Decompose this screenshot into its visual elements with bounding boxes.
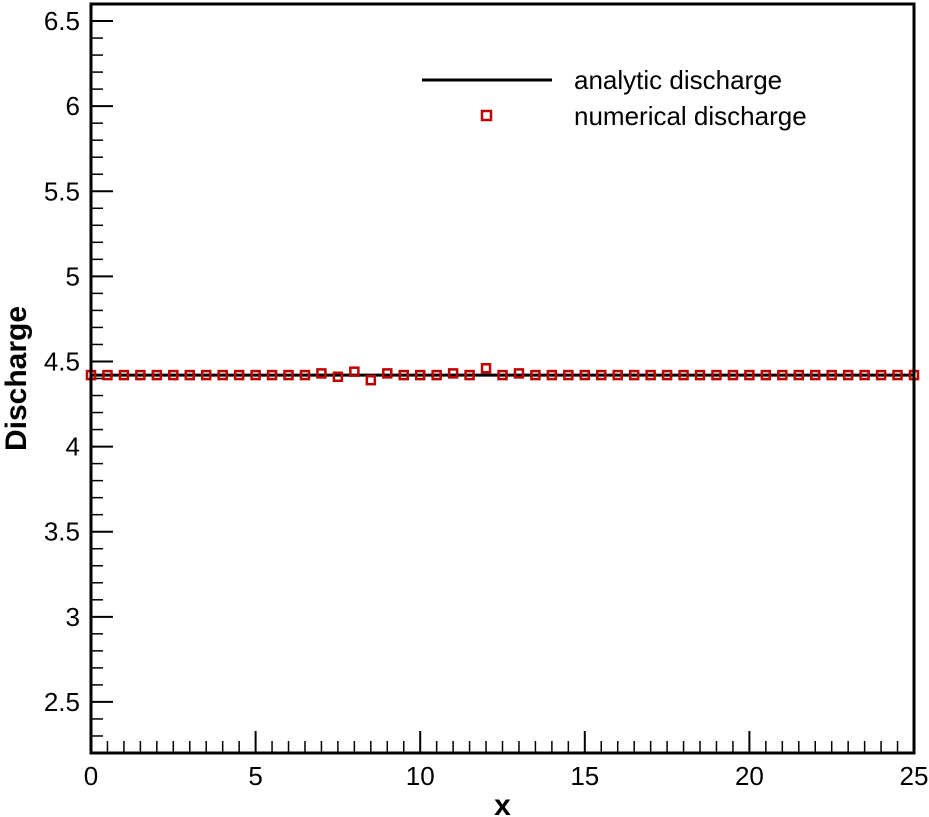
- numerical-discharge-point: [513, 368, 525, 379]
- y-tick-label: 6: [66, 91, 80, 121]
- numerical-discharge-point: [184, 369, 196, 381]
- numerical-discharge-point: [480, 363, 492, 374]
- numerical-discharge-point: [200, 369, 212, 381]
- numerical-discharge-point: [316, 368, 327, 379]
- numerical-discharge-point: [349, 366, 360, 377]
- numerical-discharge-point: [661, 369, 673, 381]
- numerical-discharge-point: [431, 369, 442, 381]
- plot-series: [85, 363, 920, 386]
- x-tick-labels: 0 5 10 15 20 25: [84, 761, 929, 791]
- y-tick-label: 3.5: [44, 517, 80, 547]
- numerical-discharge-point: [628, 369, 640, 381]
- numerical-discharge-point: [809, 369, 821, 381]
- numerical-discharge-point: [414, 369, 426, 381]
- numerical-discharge-point: [892, 369, 903, 381]
- numerical-discharge-point: [299, 369, 311, 381]
- numerical-discharge-point: [250, 369, 261, 381]
- numerical-discharge-point: [118, 369, 130, 381]
- numerical-discharge-point: [563, 369, 574, 381]
- numerical-discharge-point: [612, 369, 623, 381]
- numerical-discharge-point: [332, 371, 344, 383]
- y-tick-label: 4.5: [44, 346, 80, 376]
- y-tick-label: 4: [66, 432, 80, 462]
- numerical-discharge-point: [497, 369, 508, 381]
- x-tick-label: 25: [900, 761, 929, 791]
- numerical-discharge-point: [744, 369, 755, 381]
- numerical-discharge-point: [875, 369, 887, 381]
- numerical-discharge-point: [678, 369, 689, 381]
- numerical-discharge-point: [283, 369, 294, 381]
- legend-analytic-label: analytic discharge: [574, 65, 782, 95]
- numerical-discharge-point: [793, 369, 805, 381]
- x-tick-label: 15: [570, 761, 599, 791]
- numerical-discharge-point: [102, 369, 113, 381]
- numerical-discharge-point: [398, 369, 409, 381]
- y-tick-label: 5.5: [44, 176, 80, 206]
- y-tick-label: 6.5: [44, 6, 80, 36]
- y-axis-title: Discharge: [0, 306, 33, 451]
- numerical-discharge-point: [151, 369, 163, 381]
- numerical-discharge-point: [645, 369, 656, 381]
- x-tick-label: 10: [406, 761, 435, 791]
- numerical-discharge-point: [826, 369, 837, 381]
- numerical-discharge-point: [760, 369, 772, 381]
- numerical-discharge-point: [727, 369, 739, 381]
- numerical-discharge-point: [546, 369, 558, 381]
- y-tick-label: 5: [66, 261, 80, 291]
- numerical-discharge-point: [135, 369, 146, 381]
- numerical-discharge-point: [694, 369, 706, 381]
- numerical-discharge-point: [711, 369, 722, 381]
- numerical-discharge-point: [266, 369, 278, 381]
- plot-frame: [89, 2, 916, 755]
- y-tick-labels: 2.5 3 3.5 4 4.5 5 5.5 6 6.5: [44, 6, 80, 717]
- minor-ticks: [91, 3, 899, 754]
- numerical-discharge-point: [365, 374, 377, 386]
- x-tick-label: 0: [84, 761, 98, 791]
- legend-numerical-swatch: [480, 109, 493, 122]
- numerical-discharge-point: [447, 368, 459, 379]
- numerical-discharge-point: [777, 369, 788, 381]
- numerical-discharge-point: [596, 369, 607, 381]
- numerical-discharge-point: [464, 369, 475, 381]
- x-tick-label: 20: [735, 761, 764, 791]
- x-tick-label: 5: [248, 761, 262, 791]
- numerical-discharge-point: [233, 369, 245, 381]
- numerical-discharge-point: [382, 368, 393, 379]
- numerical-discharge-point: [842, 369, 854, 381]
- numerical-discharge-point: [579, 369, 591, 381]
- numerical-discharge-point: [217, 369, 228, 381]
- y-tick-label: 2.5: [44, 687, 80, 717]
- legend-numerical-label: numerical discharge: [574, 101, 807, 131]
- legend: analytic discharge numerical discharge: [422, 65, 807, 131]
- major-ticks: [90, 20, 915, 753]
- numerical-discharge-point: [168, 369, 179, 381]
- numerical-discharge-point: [859, 369, 870, 381]
- y-tick-label: 3: [66, 602, 80, 632]
- x-axis-title: x: [494, 789, 511, 817]
- numerical-discharge-point: [530, 369, 541, 381]
